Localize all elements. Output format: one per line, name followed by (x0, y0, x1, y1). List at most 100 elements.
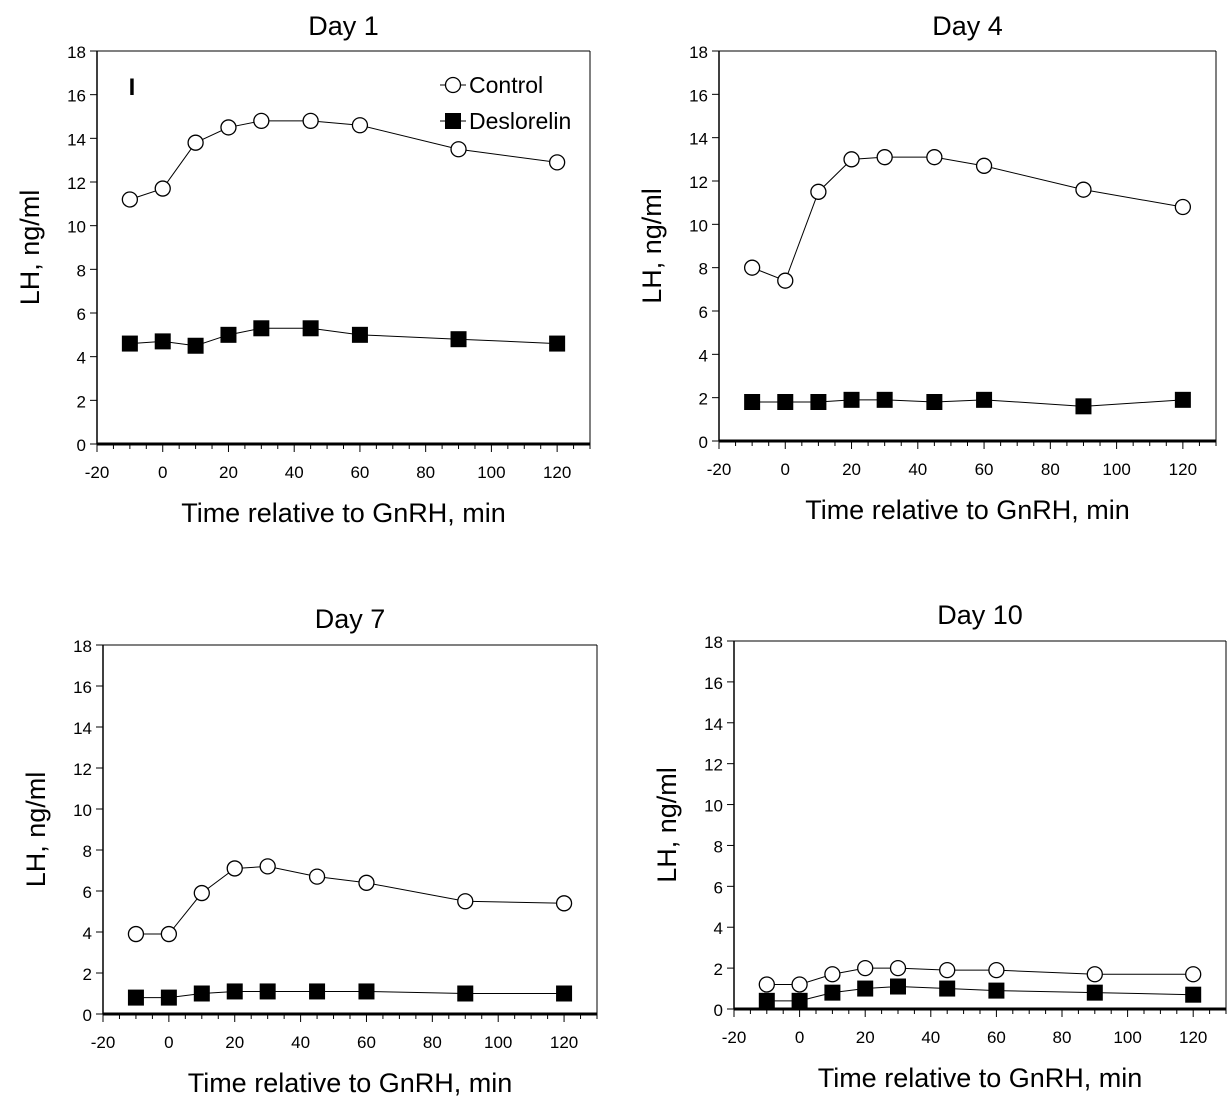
deslorelin-data-point (309, 983, 326, 1000)
deslorelin-data-point (160, 989, 177, 1006)
x-tick-label: 20 (219, 463, 238, 482)
deslorelin-data-point (457, 985, 474, 1002)
y-tick-label: 2 (714, 960, 723, 979)
control-data-point (220, 119, 237, 136)
y-axis-title: LH, ng/ml (637, 188, 667, 304)
y-tick-label: 18 (73, 637, 92, 656)
y-tick-label: 12 (67, 174, 86, 193)
x-tick-label: 60 (350, 463, 369, 482)
deslorelin-data-point (988, 982, 1005, 999)
control-data-point (889, 959, 907, 977)
chart-title: Day 4 (932, 11, 1003, 41)
deslorelin-data-point (810, 394, 827, 410)
x-tick-label: 80 (416, 463, 435, 482)
x-tick-label: 120 (1179, 1028, 1207, 1047)
y-tick-label: 18 (704, 633, 723, 652)
annotation-label: I (129, 74, 136, 101)
x-tick-label: 100 (1102, 460, 1130, 479)
control-data-point (450, 141, 467, 158)
legend-control-marker (444, 76, 462, 94)
y-tick-label: 14 (73, 719, 92, 738)
deslorelin-data-point (744, 394, 761, 410)
y-axis-title: LH, ng/ml (15, 190, 45, 306)
control-data-point (926, 149, 943, 166)
y-tick-label: 12 (704, 756, 723, 775)
control-data-point (259, 858, 276, 875)
control-data-point (777, 272, 794, 289)
control-data-point (555, 895, 573, 912)
y-tick-label: 16 (689, 86, 708, 105)
y-tick-label: 8 (714, 837, 723, 856)
control-data-point (548, 154, 566, 171)
deslorelin-data-point (187, 337, 204, 354)
control-data-point (857, 959, 874, 977)
x-tick-label: 20 (842, 460, 861, 479)
x-tick-label: 40 (291, 1033, 310, 1052)
y-tick-label: 16 (704, 674, 723, 693)
deslorelin-data-point (154, 333, 171, 350)
y-tick-label: 14 (67, 130, 86, 149)
y-axis-title: LH, ng/ml (652, 767, 682, 883)
y-tick-label: 0 (714, 1001, 723, 1020)
y-tick-label: 0 (77, 436, 86, 455)
x-tick-label: 40 (921, 1028, 940, 1047)
deslorelin-data-point (791, 992, 808, 1009)
control-data-point (160, 925, 178, 943)
control-data-point (843, 151, 860, 168)
x-tick-label: 80 (423, 1033, 442, 1052)
deslorelin-data-point (193, 985, 210, 1002)
deslorelin-data-point (1174, 391, 1191, 408)
y-tick-label: 2 (83, 965, 92, 984)
control-data-point (154, 180, 171, 197)
x-tick-label: 120 (550, 1033, 578, 1052)
deslorelin-data-point (890, 978, 906, 995)
chart-panel-3: 0 2 4 6 8 10 12 14 16 18 -20 0 20 40 60 80 100 120 Day 7 Ti… (21, 604, 598, 1098)
x-tick-label: -20 (722, 1028, 747, 1047)
control-data-point (1075, 181, 1092, 198)
y-tick-label: 16 (67, 87, 86, 106)
x-tick-label: 20 (856, 1028, 875, 1047)
y-tick-label: 6 (699, 303, 708, 322)
control-data-point (302, 112, 319, 130)
deslorelin-data-point (857, 980, 874, 997)
x-tick-label: 40 (908, 460, 927, 479)
control-data-point (127, 925, 145, 943)
y-tick-label: 4 (714, 919, 723, 938)
control-data-point (351, 117, 369, 134)
legend-deslorelin-marker (445, 113, 461, 129)
x-tick-label: 60 (975, 460, 994, 479)
x-tick-label: 100 (484, 1033, 512, 1052)
control-data-point (810, 183, 827, 200)
control-data-point (1174, 198, 1192, 216)
x-tick-label: -20 (91, 1033, 116, 1052)
deslorelin-data-point (450, 331, 467, 348)
x-tick-label: 120 (1169, 460, 1197, 479)
deslorelin-data-point (758, 992, 775, 1009)
y-tick-label: 0 (83, 1006, 92, 1025)
deslorelin-data-point (1075, 398, 1092, 415)
control-data-point (253, 112, 270, 130)
control-data-point (975, 157, 993, 174)
deslorelin-data-point (220, 326, 237, 343)
x-axis-title: Time relative to GnRH, min (805, 495, 1130, 525)
deslorelin-data-point (226, 983, 243, 1000)
x-tick-label: 60 (987, 1028, 1006, 1047)
x-tick-label: 20 (225, 1033, 244, 1052)
y-tick-label: 10 (689, 216, 708, 235)
control-series-line (751, 156, 1183, 282)
control-data-point (308, 868, 326, 885)
deslorelin-data-point (121, 335, 138, 352)
x-tick-label: 120 (543, 463, 571, 482)
x-tick-label: 0 (781, 460, 790, 479)
deslorelin-data-point (1185, 986, 1202, 1003)
y-tick-label: 4 (83, 924, 92, 943)
y-tick-label: 6 (77, 305, 86, 324)
x-axis-title: Time relative to GnRH, min (181, 498, 506, 528)
y-tick-label: 12 (73, 760, 92, 779)
control-data-point (193, 884, 210, 902)
x-axis-title: Time relative to GnRH, min (818, 1063, 1143, 1093)
y-tick-label: 18 (689, 43, 708, 62)
control-data-point (824, 966, 841, 983)
y-tick-label: 14 (704, 715, 723, 734)
x-tick-label: 0 (158, 463, 167, 482)
